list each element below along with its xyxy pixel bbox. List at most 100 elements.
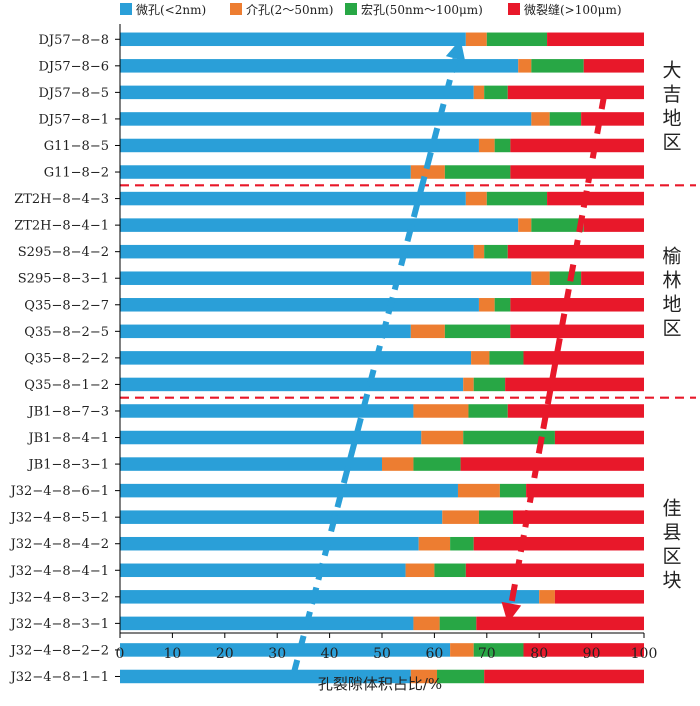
bar-segment-10-2	[494, 298, 511, 312]
region-label-0-char-3: 区	[662, 132, 681, 154]
bar-segment-22-3	[476, 616, 644, 631]
bar-segment-8-2	[484, 244, 508, 259]
category-label-7: ZT2H−8−4−1	[14, 219, 109, 234]
bar-segment-3-1	[531, 112, 550, 126]
bar-segment-18-1	[442, 510, 479, 524]
bar-segment-24-2	[437, 669, 485, 684]
legend-label-0: 微孔(<2nm)	[136, 3, 206, 17]
region-label-1-char-0: 榆	[662, 246, 681, 268]
x-tick-label-3: 30	[268, 646, 286, 662]
bar-segment-9-1	[531, 271, 550, 285]
bar-segment-10-1	[478, 298, 495, 312]
bar-segment-24-1	[410, 669, 438, 684]
bar-segment-17-0	[120, 483, 458, 498]
category-label-10: Q35−8−2−7	[24, 298, 109, 313]
x-tick-label-7: 70	[478, 646, 496, 662]
x-tick-label-6: 60	[425, 646, 443, 662]
bar-segment-1-1	[518, 59, 532, 73]
x-tick-label-5: 50	[373, 646, 391, 662]
bar-segment-12-1	[471, 351, 490, 365]
bar-segment-7-1	[518, 218, 532, 232]
category-label-1: DJ57−8−6	[38, 59, 109, 74]
bar-segment-3-0	[120, 112, 532, 126]
legend-swatch-3	[508, 3, 520, 15]
bar-segment-9-0	[120, 271, 532, 285]
bar-segment-19-1	[418, 536, 451, 551]
bar-segment-12-3	[523, 351, 644, 365]
bar-segment-19-3	[473, 536, 644, 551]
category-label-4: G11−8−5	[44, 139, 109, 154]
bar-segment-2-3	[507, 85, 644, 100]
bar-segment-13-0	[120, 377, 464, 392]
bar-segment-19-0	[120, 536, 419, 551]
bar-segment-5-0	[120, 165, 411, 179]
bar-segment-3-2	[549, 112, 582, 126]
category-label-15: JB1−8−4−1	[26, 431, 109, 446]
bar-segment-0-0	[120, 32, 466, 47]
region-label-0-char-0: 大	[662, 60, 681, 82]
bar-segment-9-3	[581, 271, 644, 285]
category-label-19: J32−4−8−4−2	[9, 537, 109, 552]
category-label-9: S295−8−3−1	[18, 272, 109, 287]
bar-segment-12-0	[120, 351, 472, 365]
bar-segment-2-2	[484, 85, 508, 100]
category-label-2: DJ57−8−5	[38, 86, 109, 101]
bar-segment-15-3	[554, 430, 644, 445]
bar-segment-16-2	[413, 457, 461, 471]
category-label-5: G11−8−2	[44, 166, 109, 181]
bar-segment-8-1	[473, 244, 485, 259]
bar-segment-14-3	[507, 404, 644, 418]
bar-segment-6-2	[486, 191, 548, 206]
bar-segment-23-2	[473, 643, 524, 657]
bar-segment-15-1	[421, 430, 464, 445]
bar-segment-13-2	[473, 377, 506, 392]
bar-segment-6-1	[465, 191, 487, 206]
bar-segment-5-3	[510, 165, 644, 179]
category-label-14: JB1−8−7−3	[26, 404, 109, 419]
region-separators	[120, 184, 696, 399]
x-tick-label-1: 10	[163, 646, 181, 662]
bar-segment-18-0	[120, 510, 443, 524]
category-label-22: J32−4−8−3−1	[9, 617, 109, 632]
bar-segment-17-3	[526, 483, 644, 498]
category-label-21: J32−4−8−3−2	[9, 590, 109, 605]
bar-segment-16-3	[460, 457, 644, 471]
trend-arrow-0-shaft	[290, 57, 459, 678]
legend-swatch-2	[345, 3, 357, 15]
bar-segment-23-1	[450, 643, 474, 657]
bar-segment-24-3	[484, 669, 644, 684]
bar-segment-0-2	[486, 32, 548, 47]
bar-segment-14-0	[120, 404, 414, 418]
legend-label-2: 宏孔(50nm～100μm)	[361, 2, 483, 17]
category-label-6: ZT2H−8−4−3	[14, 192, 109, 207]
bar-segment-0-3	[547, 32, 644, 47]
bar-segment-5-2	[444, 165, 511, 179]
trend-arrows	[290, 39, 608, 678]
bar-segment-15-0	[120, 430, 422, 445]
region-label-2-char-2: 区	[662, 546, 681, 568]
legend-swatch-0	[120, 3, 132, 15]
bar-segment-8-0	[120, 244, 474, 259]
bar-segment-24-0	[120, 669, 411, 684]
category-label-3: DJ57−8−1	[38, 112, 109, 127]
bar-segment-20-0	[120, 563, 406, 578]
bar-segment-14-1	[413, 404, 469, 418]
bar-segment-4-0	[120, 138, 479, 153]
bar-segment-1-0	[120, 59, 519, 73]
legend-label-1: 介孔(2～50nm)	[246, 3, 333, 17]
bar-segment-21-1	[539, 590, 555, 604]
category-label-13: Q35−8−1−2	[24, 378, 109, 393]
bar-segment-16-1	[382, 457, 414, 471]
bar-segment-16-0	[120, 457, 382, 471]
region-label-2-char-0: 佳	[662, 498, 681, 520]
category-label-24: J32−4−8−1−1	[9, 670, 109, 685]
bar-segment-11-1	[410, 324, 445, 339]
bar-segment-6-0	[120, 191, 466, 206]
bar-segment-17-1	[457, 483, 500, 498]
category-label-16: JB1−8−3−1	[26, 458, 109, 473]
x-tick-label-10: 100	[631, 646, 658, 662]
bar-segment-18-3	[513, 510, 644, 524]
bar-segment-11-3	[510, 324, 644, 339]
bar-segment-2-0	[120, 85, 474, 100]
